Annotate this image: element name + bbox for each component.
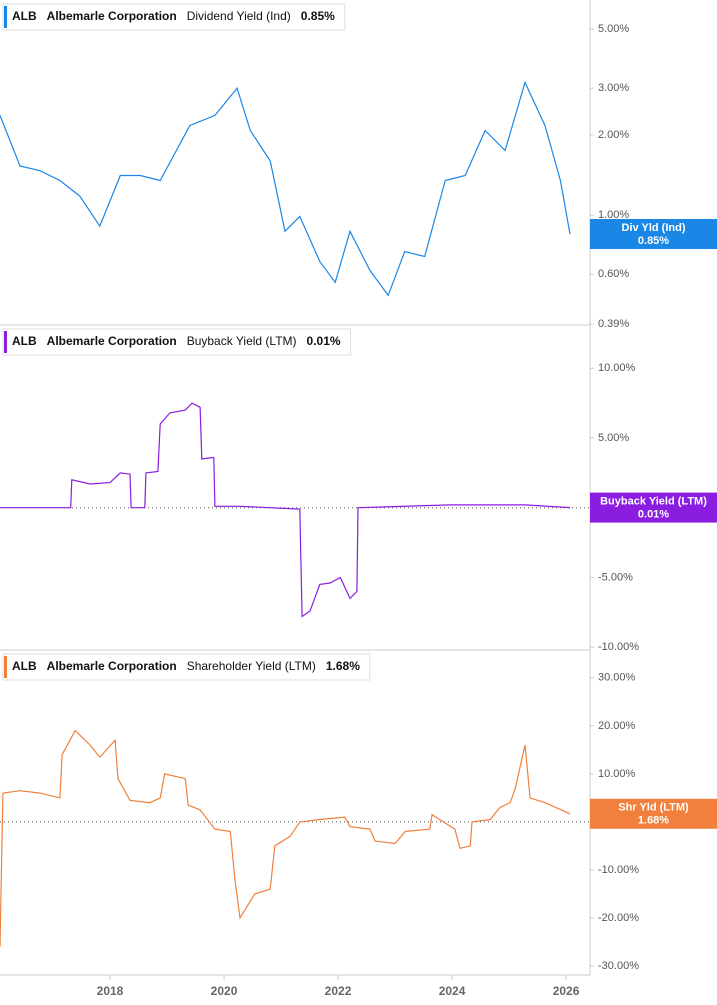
x-tick-label: 2022	[325, 984, 352, 998]
company-name: Albemarle Corporation	[47, 9, 177, 23]
series-name: Shareholder Yield (LTM)	[187, 659, 316, 673]
badge-value: 1.68%	[638, 815, 669, 827]
y-tick-label: 0.39%	[598, 318, 629, 330]
x-tick-label: 2026	[553, 984, 580, 998]
y-tick-label: -20.00%	[598, 912, 639, 924]
legend-swatch	[4, 331, 7, 353]
y-tick-label: 5.00%	[598, 432, 629, 444]
series-line	[0, 80, 571, 297]
series-name: Dividend Yield (Ind)	[187, 9, 291, 23]
y-tick-label: 10.00%	[598, 362, 636, 374]
y-tick-label: -5.00%	[598, 571, 633, 583]
latest-value: 0.01%	[307, 334, 341, 348]
badge-name: Shr Yld (LTM)	[618, 802, 689, 814]
y-tick-label: 20.00%	[598, 720, 636, 732]
legend-swatch	[4, 656, 7, 678]
series-line	[0, 729, 571, 947]
y-tick-label: 1.00%	[598, 209, 629, 221]
y-tick-label: 2.00%	[598, 129, 629, 141]
legend-box	[2, 653, 371, 681]
company-name: Albemarle Corporation	[47, 659, 177, 673]
badge-name: Div Yld (Ind)	[622, 222, 686, 234]
series-line	[0, 402, 571, 618]
y-tick-label: -10.00%	[598, 641, 639, 653]
x-tick-label: 2024	[439, 984, 466, 998]
x-tick-label: 2018	[97, 984, 124, 998]
x-tick-label: 2020	[211, 984, 238, 998]
legend-box	[2, 328, 352, 356]
y-tick-label: -30.00%	[598, 960, 639, 972]
legend-swatch	[4, 6, 7, 28]
y-tick-label: 0.60%	[598, 268, 629, 280]
badge-name: Buyback Yield (LTM)	[600, 495, 707, 507]
ticker: ALB	[12, 9, 37, 23]
y-tick-label: -10.00%	[598, 864, 639, 876]
ticker: ALB	[12, 334, 37, 348]
legend-header: ALB Albemarle Corporation Buyback Yield (L…	[2, 328, 352, 356]
badge-value: 0.85%	[638, 235, 669, 247]
legend-box	[2, 3, 346, 31]
y-tick-label: 3.00%	[598, 82, 629, 94]
company-name: Albemarle Corporation	[47, 334, 177, 348]
y-tick-label: 5.00%	[598, 23, 629, 35]
legend-header: ALB Albemarle Corporation Shareholder Yiel…	[2, 653, 371, 681]
y-tick-label: 30.00%	[598, 672, 636, 684]
legend-header: ALB Albemarle Corporation Dividend Yield (…	[2, 3, 346, 31]
value-badge	[590, 798, 717, 829]
value-badge	[590, 219, 717, 250]
value-badge	[590, 492, 717, 523]
latest-value: 1.68%	[326, 659, 360, 673]
latest-value: 0.85%	[301, 9, 335, 23]
badge-value: 0.01%	[638, 508, 669, 520]
series-name: Buyback Yield (LTM)	[187, 334, 297, 348]
ticker: ALB	[12, 659, 37, 673]
y-tick-label: 10.00%	[598, 768, 636, 780]
